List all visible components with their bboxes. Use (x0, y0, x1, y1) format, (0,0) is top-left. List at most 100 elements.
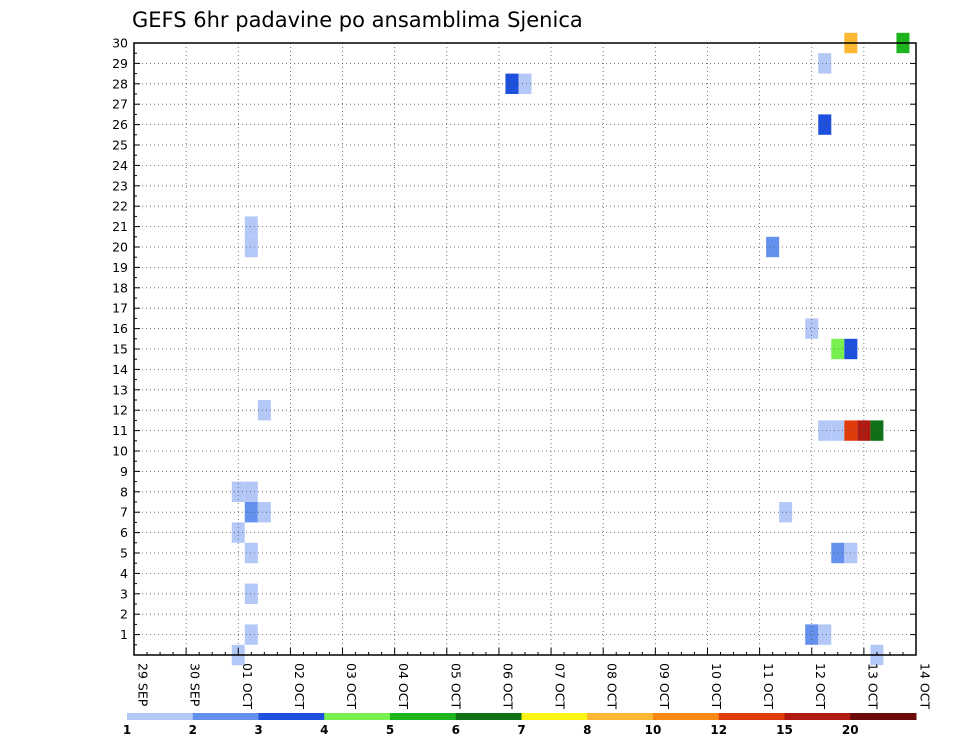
colorbar-label: 15 (776, 723, 793, 737)
y-tick-label: 14 (112, 362, 128, 377)
colorbar-label: 5 (386, 723, 394, 737)
precip-cell (766, 236, 780, 258)
precip-cell (818, 53, 832, 74)
precip-cell (818, 114, 832, 135)
y-axis: 1234567891011121314151617181920212223242… (112, 36, 916, 646)
y-tick-label: 11 (112, 423, 128, 438)
precip-cell (244, 583, 258, 604)
y-tick-label: 15 (112, 342, 128, 357)
precip-cell (244, 216, 258, 237)
chart-title: GEFS 6hr padavine po ansamblima Sjenica (132, 8, 583, 32)
x-tick-label: 06 OCT (500, 663, 515, 709)
precip-cell (805, 624, 819, 645)
colorbar-swatch (521, 713, 588, 720)
precip-cell (870, 420, 884, 441)
y-tick-label: 4 (120, 566, 128, 581)
colorbar-label: 12 (710, 723, 727, 737)
colorbar-label: 1 (123, 723, 131, 737)
y-tick-label: 29 (112, 56, 128, 71)
precip-cell (244, 481, 258, 502)
precip-cell (244, 502, 258, 523)
y-tick-label: 20 (112, 240, 128, 255)
precip-cell (831, 338, 845, 360)
y-tick-label: 9 (120, 464, 128, 479)
x-tick-label: 14 OCT (918, 663, 933, 709)
x-tick-label: 04 OCT (396, 663, 411, 709)
x-tick-label: 02 OCT (292, 663, 307, 709)
precip-cell (779, 502, 793, 523)
colorbar-label: 7 (517, 723, 525, 737)
precip-cell (805, 318, 819, 339)
colorbar-label: 10 (645, 723, 662, 737)
colorbar-swatch (192, 713, 259, 720)
y-tick-label: 6 (120, 525, 128, 540)
y-tick-label: 28 (112, 76, 128, 91)
y-tick-label: 16 (112, 321, 128, 336)
x-tick-label: 10 OCT (709, 663, 724, 709)
precip-cell (257, 400, 271, 421)
precip-cell (518, 73, 532, 94)
y-tick-label: 3 (120, 586, 128, 601)
y-tick-label: 10 (112, 444, 128, 459)
precip-cell (505, 73, 519, 94)
precip-cell (831, 542, 845, 564)
precip-cell (818, 420, 832, 441)
x-tick-label: 30 SEP (188, 663, 203, 707)
colorbar-swatch (718, 713, 785, 720)
y-tick-label: 17 (112, 301, 128, 316)
colorbar-swatch (653, 713, 720, 720)
colorbar-label: 3 (254, 723, 262, 737)
x-tick-label: 01 OCT (240, 663, 255, 709)
y-tick-label: 2 (120, 607, 128, 622)
colorbar-swatch (127, 713, 194, 720)
y-tick-label: 5 (120, 546, 128, 561)
x-tick-label: 09 OCT (657, 663, 672, 709)
colorbar-label: 2 (189, 723, 197, 737)
x-tick-label: 05 OCT (448, 663, 463, 709)
x-tick-label: 08 OCT (605, 663, 620, 709)
colorbar-swatch (850, 713, 917, 720)
colorbar-label: 6 (452, 723, 460, 737)
precip-cell (831, 420, 845, 441)
colorbar-swatch (587, 713, 654, 720)
y-tick-label: 27 (112, 97, 128, 112)
y-tick-label: 18 (112, 280, 128, 295)
colorbar-label: 4 (320, 723, 328, 737)
colorbar-label: 8 (583, 723, 591, 737)
x-tick-label: 11 OCT (761, 663, 776, 709)
precip-cells (231, 32, 910, 666)
x-tick-label: 07 OCT (553, 663, 568, 709)
precip-cell (818, 624, 832, 645)
precip-cell (244, 236, 258, 258)
x-axis: 29 SEP 30 SEP 01 OCT 02 OCT 03 OCT 04 OCT 05 O… (133, 648, 933, 709)
precip-cell (244, 624, 258, 645)
y-tick-label: 26 (112, 117, 128, 132)
precip-cell (257, 502, 271, 523)
x-tick-label: 29 SEP (136, 663, 151, 707)
y-tick-label: 24 (112, 158, 128, 173)
y-tick-label: 12 (112, 403, 128, 418)
colorbar-swatch (324, 713, 391, 720)
y-tick-label: 7 (120, 505, 128, 520)
y-tick-label: 22 (112, 199, 128, 214)
colorbar: 1 2 3 4 5 6 7 8 10 12 15 20 (123, 713, 917, 737)
y-tick-label: 30 (112, 36, 128, 51)
colorbar-swatch (258, 713, 325, 720)
x-tick-label: 13 OCT (865, 663, 880, 709)
precip-cell (244, 542, 258, 564)
y-tick-label: 25 (112, 138, 128, 153)
y-tick-label: 23 (112, 178, 128, 193)
colorbar-swatch (784, 713, 851, 720)
precip-cell (857, 420, 871, 441)
x-tick-label: 03 OCT (344, 663, 359, 709)
y-tick-label: 13 (112, 382, 128, 397)
y-tick-label: 8 (120, 484, 128, 499)
y-tick-label: 21 (112, 219, 128, 234)
colorbar-swatch (455, 713, 522, 720)
colorbar-swatch (390, 713, 457, 720)
colorbar-label: 20 (842, 723, 859, 737)
y-tick-label: 19 (112, 260, 128, 275)
y-tick-label: 1 (120, 627, 128, 642)
x-tick-label: 12 OCT (813, 663, 828, 709)
